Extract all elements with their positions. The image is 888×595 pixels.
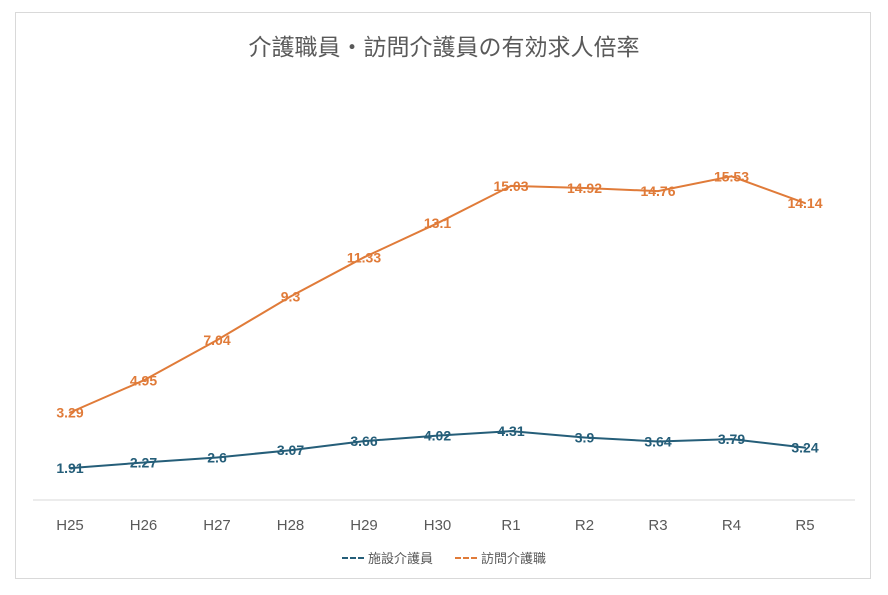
data-label: 15.03 <box>493 178 528 194</box>
data-label: 4.02 <box>424 428 451 444</box>
legend-swatch-home-visit <box>455 556 477 559</box>
legend-label-home-visit: 訪問介護職 <box>481 552 547 567</box>
data-label: 11.33 <box>347 249 381 265</box>
data-point <box>69 411 71 414</box>
legend-item-facility: 施設介護員 <box>341 548 433 567</box>
data-label: 13.1 <box>424 215 451 231</box>
data-point <box>289 449 292 452</box>
x-tick-label: H27 <box>203 517 231 534</box>
data-label: 4.95 <box>130 372 157 388</box>
data-label: 3.79 <box>718 431 745 447</box>
data-label: 2.6 <box>207 449 227 465</box>
data-label: 14.92 <box>567 180 602 196</box>
x-tick-label: R3 <box>648 517 667 534</box>
x-tick-label: H28 <box>277 517 305 534</box>
x-tick-label: R4 <box>722 517 741 534</box>
data-point <box>289 295 292 298</box>
data-point <box>216 339 218 342</box>
data-label: 3.29 <box>56 405 83 421</box>
data-label: 4.31 <box>497 423 524 439</box>
data-label: 14.76 <box>640 183 675 199</box>
chart-title: 介護職員・訪問介護員の有効求人倍率 <box>248 35 640 61</box>
x-tick-label: R1 <box>501 517 520 534</box>
series-line <box>69 175 806 414</box>
data-point <box>436 434 439 437</box>
data-label: 3.07 <box>277 442 304 458</box>
data-point <box>363 256 365 259</box>
x-tick-label: H26 <box>130 517 158 534</box>
data-label: 3.64 <box>644 433 671 449</box>
data-point <box>730 175 733 178</box>
data-point <box>363 440 365 443</box>
x-tick-label: H25 <box>56 517 84 534</box>
legend: 施設介護員 訪問介護職 <box>0 548 888 567</box>
data-point <box>216 456 218 459</box>
data-point <box>69 467 71 470</box>
data-label: 3.9 <box>575 429 595 445</box>
data-label: 2.27 <box>130 455 157 471</box>
x-tick-label: R5 <box>795 517 814 534</box>
data-label: 15.53 <box>714 168 749 184</box>
legend-item-home-visit: 訪問介護職 <box>455 548 546 567</box>
x-tick-label: R2 <box>575 517 594 534</box>
data-label: 9.3 <box>281 289 301 305</box>
data-point <box>730 438 733 441</box>
data-label: 1.91 <box>56 460 83 476</box>
data-label: 3.24 <box>791 440 818 456</box>
data-point <box>436 222 439 225</box>
data-point <box>804 446 806 449</box>
chart-frame <box>15 12 871 579</box>
data-label: 3.66 <box>350 433 377 449</box>
data-label: 14.14 <box>787 195 822 211</box>
data-point <box>510 430 512 433</box>
data-label: 7.04 <box>203 332 230 348</box>
data-point <box>804 202 806 205</box>
data-point <box>583 436 586 439</box>
data-point <box>142 461 145 464</box>
x-tick-label: H30 <box>424 517 452 534</box>
data-point <box>657 440 659 443</box>
x-tick-label: H29 <box>350 517 378 534</box>
data-point <box>657 190 659 193</box>
data-point <box>142 379 145 382</box>
data-point <box>583 187 586 190</box>
legend-label-facility: 施設介護員 <box>367 552 433 567</box>
legend-swatch-facility <box>341 556 364 559</box>
data-point <box>510 184 512 187</box>
